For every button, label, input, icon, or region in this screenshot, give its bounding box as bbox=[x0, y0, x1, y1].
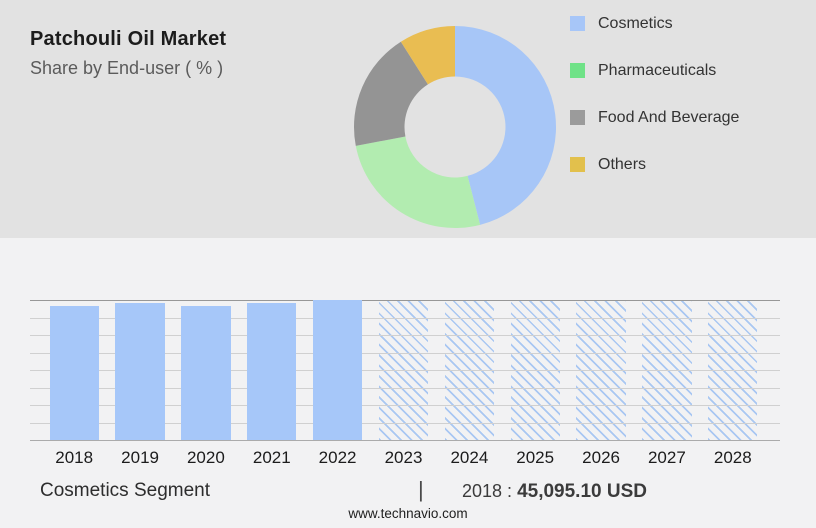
segment-label: Cosmetics Segment bbox=[40, 480, 211, 501]
donut-chart bbox=[353, 25, 557, 229]
legend-label: Pharmaceuticals bbox=[598, 62, 717, 79]
legend-swatch-icon bbox=[570, 63, 585, 78]
x-axis-label-2023: 2023 bbox=[384, 448, 423, 467]
x-axis-label-2019: 2019 bbox=[121, 448, 159, 467]
x-axis-label-2028: 2028 bbox=[713, 448, 752, 467]
donut-slice-cosmetics bbox=[455, 25, 557, 225]
legend-swatch-icon bbox=[570, 16, 585, 31]
x-axis-label-2027: 2027 bbox=[647, 448, 686, 467]
separator-bar: | bbox=[418, 477, 424, 502]
gridline bbox=[30, 335, 780, 336]
legend-label: Cosmetics bbox=[598, 15, 673, 32]
legend-item-cosmetics: Cosmetics bbox=[570, 15, 739, 32]
legend-item-pharmaceuticals: Pharmaceuticals bbox=[570, 62, 739, 79]
donut-slice-others bbox=[400, 26, 455, 85]
legend-item-others: Others bbox=[570, 156, 739, 173]
value-callout: 2018 : 45,095.10 USD bbox=[462, 481, 647, 503]
historical-bar-2019 bbox=[115, 302, 165, 440]
gridline bbox=[30, 370, 780, 371]
report-title: Patchouli Oil Market bbox=[30, 28, 227, 50]
pie-section: Patchouli Oil Market Share by End-user (… bbox=[0, 0, 816, 238]
x-axis-label-2020: 2020 bbox=[186, 448, 225, 467]
value-amount: 45,095.10 USD bbox=[517, 481, 647, 502]
gridline bbox=[30, 405, 780, 406]
x-axis-label-2018: 2018 bbox=[55, 448, 94, 467]
website-url: www.technavio.com bbox=[348, 506, 468, 521]
legend-swatch-icon bbox=[570, 157, 585, 172]
x-axis-label-2025: 2025 bbox=[516, 448, 555, 467]
historical-bar-2020 bbox=[181, 306, 231, 440]
legend-item-food-and-beverage: Food And Beverage bbox=[570, 109, 740, 126]
x-axis-label-2022: 2022 bbox=[318, 448, 357, 467]
bar-chart-plot bbox=[30, 300, 780, 441]
x-axis-line bbox=[30, 440, 780, 441]
donut-slice-pharmaceuticals bbox=[355, 136, 481, 229]
gridline bbox=[30, 387, 780, 389]
donut-slice-food-and-beverage bbox=[353, 41, 428, 146]
value-year-prefix: 2018 : bbox=[462, 481, 513, 501]
x-axis-label-2026: 2026 bbox=[582, 448, 620, 467]
historical-bar-2018 bbox=[49, 306, 99, 440]
pie-legend: Cosmetics Pharmaceuticals Food And Beverag… bbox=[570, 16, 739, 204]
bar-section: Cosmetics Segment | 2018 : 45,095.10 USD… bbox=[0, 238, 816, 528]
gridline bbox=[30, 317, 780, 319]
legend-swatch-icon bbox=[570, 110, 585, 125]
plot-top-border bbox=[30, 300, 780, 301]
gridline bbox=[30, 422, 780, 424]
gridline bbox=[30, 352, 780, 354]
historical-bar-2022 bbox=[312, 300, 363, 440]
historical-bar-2021 bbox=[247, 302, 297, 440]
report-subtitle: Share by End-user ( % ) bbox=[30, 58, 224, 78]
legend-label: Others bbox=[598, 156, 647, 173]
legend-label: Food And Beverage bbox=[598, 109, 740, 126]
x-axis-label-2021: 2021 bbox=[252, 448, 291, 467]
x-axis-label-2024: 2024 bbox=[450, 448, 489, 467]
